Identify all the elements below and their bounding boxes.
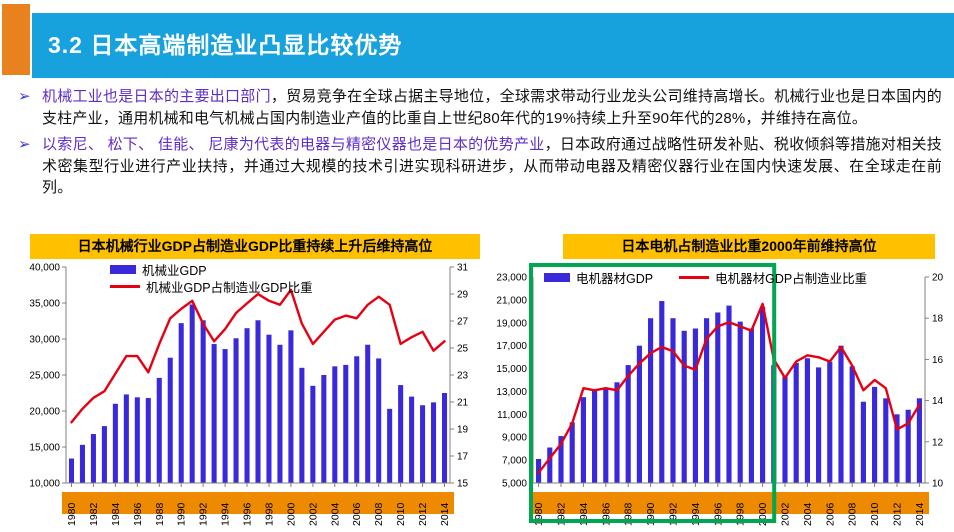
bullet-body-text: ，贸易竞争在全球占据主导地位，全球需求带动行业龙头公司维持高增长。机械行业也是日… — [42, 88, 942, 127]
bullet-text: 机械工业也是日本的主要出口部门，贸易竞争在全球占据主导地位，全球需求带动行业龙头… — [42, 86, 942, 129]
legend-label: 电机器材GDP占制造业比重 — [715, 272, 868, 286]
svg-text:29: 29 — [457, 290, 469, 301]
svg-text:31: 31 — [457, 263, 469, 274]
chart2-legend: 电机器材GDP 电机器材GDP占制造业比重 — [544, 269, 867, 286]
bullet-text: 以索尼、 松下、 佳能、 尼康为代表的电器与精密仪器也是日本的优势产业，日本政府… — [42, 134, 942, 199]
svg-text:2002: 2002 — [780, 502, 792, 526]
page-title: 3.2 日本高端制造业凸显比较优势 — [48, 32, 403, 58]
svg-text:17,000: 17,000 — [496, 341, 527, 352]
electrical-gdp-chart: 电机器材GDP 电机器材GDP占制造业比重 5,000 7,000 9,000 11,… — [486, 260, 954, 530]
svg-text:2004: 2004 — [329, 502, 341, 526]
accent-bar — [2, 4, 30, 75]
svg-text:2000: 2000 — [285, 502, 297, 526]
legend-label: 机械业GDP — [142, 264, 207, 278]
machinery-gdp-chart: 机械业GDP 机械业GDP占制造业GDP比重 10,000 15,000 20,00… — [29, 260, 478, 530]
svg-text:27: 27 — [457, 317, 469, 328]
svg-text:1986: 1986 — [132, 502, 144, 526]
svg-text:13,000: 13,000 — [496, 387, 527, 398]
legend-item-bar: 电机器材GDP — [544, 269, 653, 286]
svg-text:10,000: 10,000 — [29, 479, 60, 490]
svg-text:18: 18 — [932, 314, 944, 325]
svg-text:2010: 2010 — [395, 502, 407, 526]
bullet-body-text: ，日本政府通过战略性研发补贴、税收倾斜等措施对相关技术密集型行业进行产业扶持，并… — [42, 136, 942, 196]
svg-text:1994: 1994 — [220, 502, 232, 526]
svg-text:20,000: 20,000 — [29, 407, 60, 418]
chart1-title-band: 日本机械行业GDP占制造业GDP比重持续上升后维持高位 — [30, 234, 480, 259]
svg-text:25: 25 — [457, 344, 469, 355]
svg-text:19,000: 19,000 — [496, 318, 527, 329]
svg-text:15,000: 15,000 — [496, 364, 527, 375]
svg-text:12: 12 — [932, 437, 944, 448]
bullet-highlight-text: 机械工业也是日本的主要出口部门 — [42, 88, 271, 105]
svg-text:1996: 1996 — [242, 502, 254, 526]
chart1-title: 日本机械行业GDP占制造业GDP比重持续上升后维持高位 — [77, 238, 433, 254]
svg-text:25,000: 25,000 — [29, 371, 60, 382]
legend-label: 机械业GDP占制造业GDP比重 — [146, 281, 313, 295]
bullet-arrow-icon: ➢ — [18, 136, 31, 153]
line-legend-swatch — [110, 285, 140, 288]
svg-text:2014: 2014 — [914, 502, 926, 526]
bar-legend-swatch — [544, 273, 570, 282]
svg-text:2008: 2008 — [373, 502, 385, 526]
svg-text:2012: 2012 — [417, 502, 429, 526]
svg-text:20: 20 — [932, 273, 944, 284]
svg-text:1990: 1990 — [176, 502, 188, 526]
svg-text:14: 14 — [932, 396, 944, 407]
svg-text:1980: 1980 — [66, 502, 78, 526]
svg-text:2004: 2004 — [802, 502, 814, 526]
svg-text:40,000: 40,000 — [29, 263, 60, 274]
legend-item-line: 机械业GDP占制造业GDP比重 — [110, 278, 313, 295]
line-legend-swatch — [679, 276, 710, 279]
bullet-list: ➢ 机械工业也是日本的主要出口部门，贸易竞争在全球占据主导地位，全球需求带动行业… — [18, 86, 942, 204]
svg-text:1984: 1984 — [110, 502, 122, 526]
svg-text:2002: 2002 — [307, 502, 319, 526]
svg-text:10: 10 — [932, 479, 944, 490]
chart2-title: 日本电机占制造业比重2000年前维持高位 — [621, 238, 877, 254]
svg-text:9,000: 9,000 — [502, 433, 527, 444]
svg-text:23,000: 23,000 — [496, 273, 527, 284]
svg-text:15: 15 — [457, 479, 469, 490]
svg-text:35,000: 35,000 — [29, 299, 60, 310]
svg-text:30,000: 30,000 — [29, 335, 60, 346]
svg-text:17: 17 — [457, 452, 469, 463]
svg-text:21: 21 — [457, 398, 469, 409]
chart2-title-band: 日本电机占制造业比重2000年前维持高位 — [563, 234, 935, 259]
svg-text:1982: 1982 — [88, 502, 100, 526]
legend-item-line: 电机器材GDP占制造业比重 — [679, 269, 867, 286]
svg-text:2012: 2012 — [892, 502, 904, 526]
bullet-arrow-icon: ➢ — [18, 88, 31, 105]
svg-text:11,000: 11,000 — [497, 410, 527, 421]
svg-text:1988: 1988 — [154, 502, 166, 526]
svg-text:23: 23 — [457, 371, 469, 382]
svg-text:21,000: 21,000 — [496, 295, 527, 306]
bullet-item-machinery: ➢ 机械工业也是日本的主要出口部门，贸易竞争在全球占据主导地位，全球需求带动行业… — [18, 86, 942, 129]
legend-item-bar: 机械业GDP — [110, 261, 313, 278]
svg-text:2010: 2010 — [869, 502, 881, 526]
svg-text:19: 19 — [457, 425, 469, 436]
svg-text:1998: 1998 — [264, 502, 276, 526]
bullet-item-electronics: ➢ 以索尼、 松下、 佳能、 尼康为代表的电器与精密仪器也是日本的优势产业，日本… — [18, 134, 942, 199]
svg-text:2008: 2008 — [847, 502, 859, 526]
slide-title-banner: 3.2 日本高端制造业凸显比较优势 — [32, 13, 954, 78]
bullet-highlight-text: 以索尼、 松下、 佳能、 尼康为代表的电器与精密仪器也是日本的优势产业 — [42, 136, 545, 153]
svg-text:2014: 2014 — [439, 502, 451, 526]
svg-text:16: 16 — [932, 355, 944, 366]
svg-text:2006: 2006 — [351, 502, 363, 526]
chart1-legend: 机械业GDP 机械业GDP占制造业GDP比重 — [110, 261, 313, 295]
svg-text:15,000: 15,000 — [29, 443, 60, 454]
bar-legend-swatch — [110, 265, 136, 274]
legend-label: 电机器材GDP — [576, 272, 654, 286]
svg-text:2006: 2006 — [824, 502, 836, 526]
svg-text:7,000: 7,000 — [502, 456, 527, 467]
highlight-box — [529, 263, 777, 523]
svg-text:1992: 1992 — [198, 502, 210, 526]
svg-text:5,000: 5,000 — [502, 479, 527, 490]
